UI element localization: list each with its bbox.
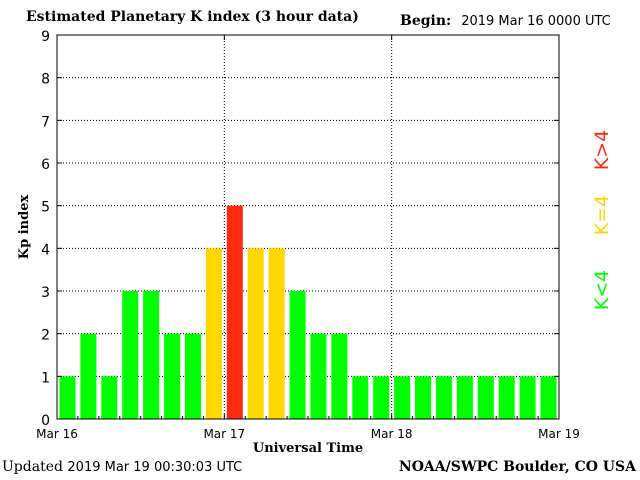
chart-title: Estimated Planetary K index (3 hour data… [26, 9, 359, 25]
x-axis-label: Universal Time [253, 441, 363, 456]
source-credit: NOAA/SWPC Boulder, CO USA [398, 459, 636, 475]
x-tick-label: Mar 17 [203, 427, 245, 441]
kp-bar [519, 376, 536, 419]
updated-info: Updated 2019 Mar 19 00:30:03 UTC [2, 459, 242, 475]
kp-bar [143, 291, 160, 419]
kp-bar [540, 376, 557, 419]
kp-bar [352, 376, 369, 419]
y-tick-label: 6 [41, 157, 50, 173]
kp-bar [331, 333, 348, 419]
y-tick-label: 2 [41, 328, 50, 344]
kp-bar [289, 291, 306, 419]
y-tick-label: 8 [41, 72, 50, 88]
begin-info: Begin: 2019 Mar 16 0000 UTC [400, 13, 611, 29]
updated-label: Updated [2, 459, 63, 475]
kp-bar [226, 205, 243, 419]
kp-bar [59, 376, 76, 419]
y-axis-label: Kp index [17, 195, 32, 260]
kp-bar [477, 376, 494, 419]
kp-bar [394, 376, 411, 419]
kp-bar [122, 291, 139, 419]
y-tick-label: 0 [41, 413, 50, 429]
kp-bar [80, 333, 97, 419]
kp-index-chart: 0 1 2 3 4 5 6 7 8 9 Mar 16 Mar 17 Mar 18 Mar 19 Unive… [17, 29, 613, 456]
x-tick-label: Mar 18 [371, 427, 413, 441]
legend-k-less-4: K<4 [591, 270, 613, 310]
updated-value: 2019 Mar 19 00:30:03 UTC [67, 460, 243, 475]
begin-label: Begin: [400, 13, 452, 29]
begin-value: 2019 Mar 16 0000 UTC [461, 14, 611, 29]
axis-ticks: 0 1 2 3 4 5 6 7 8 9 Mar 16 Mar 17 Mar 18 Mar 19 [36, 29, 580, 441]
y-tick-label: 3 [41, 285, 50, 301]
kp-bar [268, 248, 285, 419]
bar-series [59, 205, 557, 419]
kp-bar [164, 333, 181, 419]
kp-bar [415, 376, 432, 419]
legend-k-equal-4: K=4 [591, 195, 613, 235]
kp-bar [373, 376, 390, 419]
kp-bar [498, 376, 515, 419]
kp-bar [247, 248, 264, 419]
x-tick-label: Mar 16 [36, 427, 78, 441]
kp-bar [184, 333, 201, 419]
kp-bar [101, 376, 118, 419]
kp-bar [310, 333, 327, 419]
legend-k-greater-4: K>4 [591, 130, 613, 170]
kp-bar [435, 376, 452, 419]
y-tick-label: 7 [41, 114, 50, 130]
kp-bar [456, 376, 473, 419]
y-tick-label: 9 [41, 29, 50, 45]
y-tick-label: 4 [41, 242, 50, 258]
y-tick-label: 1 [41, 370, 50, 386]
kp-bar [205, 248, 222, 419]
y-tick-label: 5 [41, 200, 50, 216]
x-tick-label: Mar 19 [538, 427, 580, 441]
grid-lines [57, 35, 559, 419]
